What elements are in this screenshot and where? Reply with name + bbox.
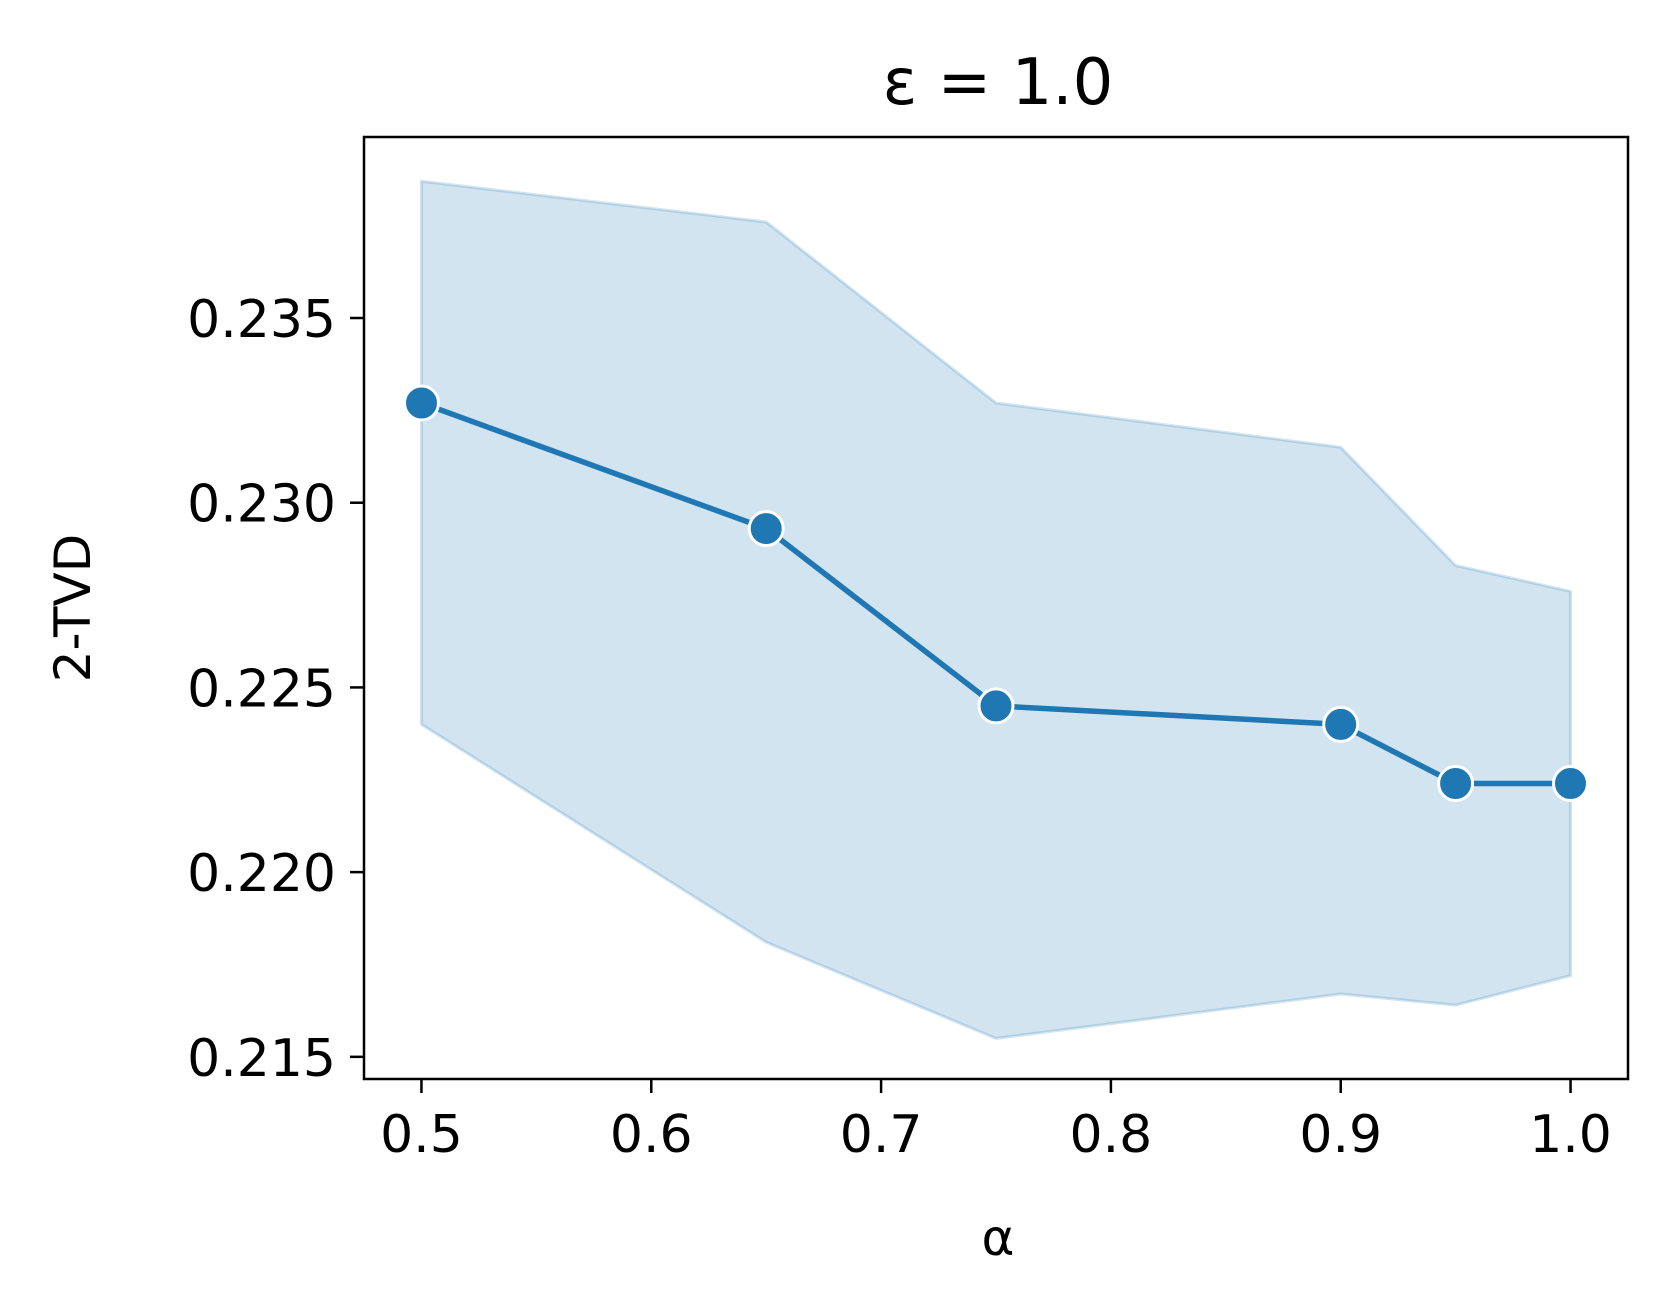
x-tick-label: 0.7: [840, 1105, 923, 1165]
data-point: [1322, 705, 1360, 743]
confidence-band: [420, 179, 1572, 1040]
data-point: [1552, 765, 1589, 802]
y-tick-label: 0.215: [187, 1029, 336, 1089]
x-tick-label: 0.9: [1299, 1105, 1382, 1165]
confidence-band-layer: [420, 179, 1572, 1040]
x-tick-label: 1.0: [1529, 1105, 1612, 1165]
series-line: [420, 400, 1571, 787]
data-point: [403, 384, 440, 422]
y-tick-label: 0.225: [187, 659, 336, 719]
chart-title: ε = 1.0: [883, 46, 1114, 120]
x-tick-label: 0.8: [1070, 1105, 1153, 1165]
series-line-layer: [420, 400, 1571, 787]
y-axis-label: 2-TVD: [44, 534, 102, 683]
x-axis-ticks: 0.5 0.6 0.7 0.8 0.9 1.0: [380, 1079, 1612, 1165]
data-point: [1437, 765, 1475, 802]
x-tick-label: 0.5: [380, 1105, 463, 1165]
series-markers: [403, 384, 1589, 802]
x-axis-label: α: [982, 1209, 1015, 1267]
data-point: [977, 687, 1015, 725]
x-tick-label: 0.6: [610, 1105, 693, 1165]
plot-area-frame: [362, 135, 1630, 1081]
data-point: [747, 510, 785, 548]
y-tick-label: 0.235: [187, 290, 336, 350]
y-tick-label: 0.220: [187, 844, 336, 904]
y-axis-ticks: 0.215 0.220 0.225 0.230 0.235: [187, 290, 364, 1089]
y-tick-label: 0.230: [187, 475, 336, 535]
